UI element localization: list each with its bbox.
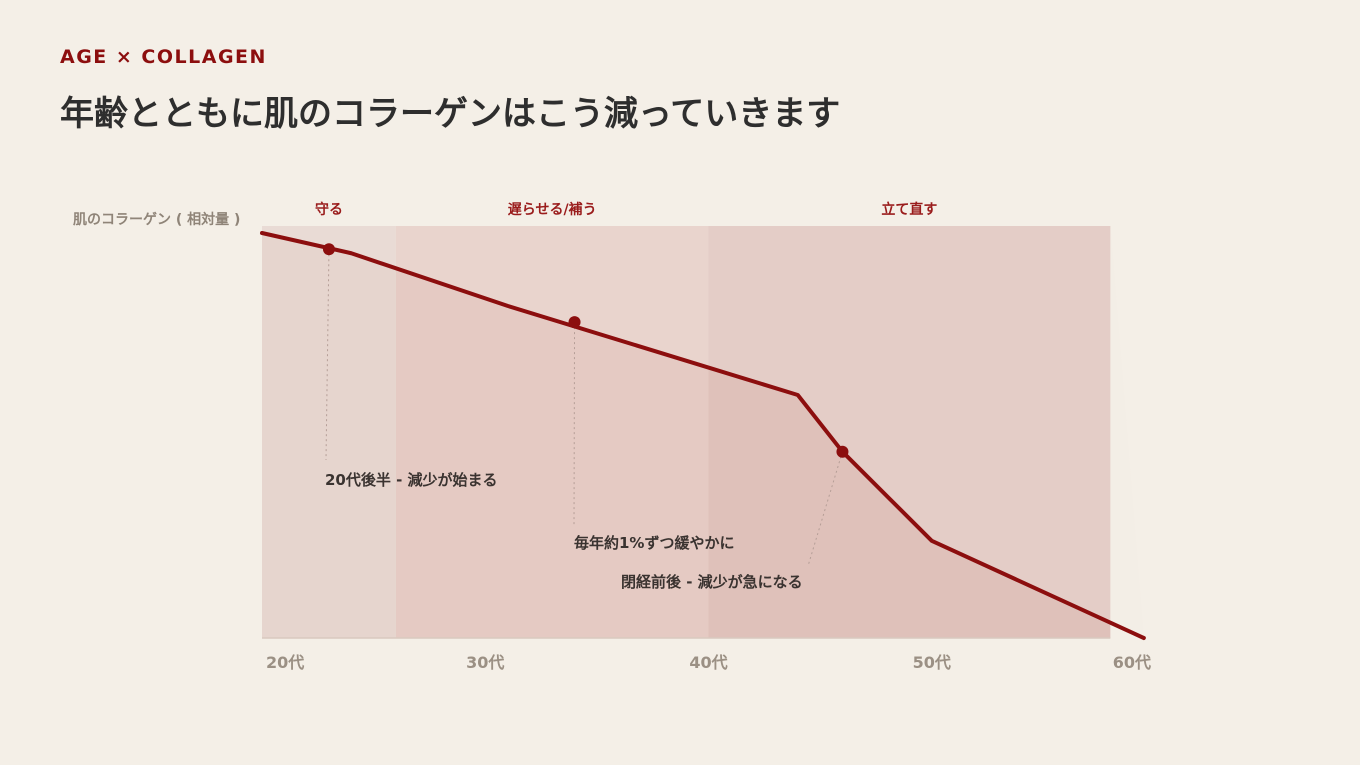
x-tick-label-5: 60代 bbox=[1113, 653, 1151, 672]
band-label-3: 立て直す bbox=[881, 201, 937, 218]
point-layer bbox=[322, 243, 849, 458]
annotation-label-1: 20代後半 - 減少が始まる bbox=[325, 471, 498, 489]
annotation-label-2: 毎年約1%ずつ緩やかに bbox=[574, 534, 734, 552]
upper-area-tint bbox=[262, 226, 1144, 638]
text-layer: 守る 遅らせる/補う 立て直す 20代後半 - 減少が始まる毎年約1%ずつ緩やかに閉経… bbox=[73, 201, 1151, 672]
x-tick-label-2: 30代 bbox=[466, 653, 504, 672]
series-layer bbox=[260, 231, 1146, 640]
collagen-series-line bbox=[260, 231, 1146, 640]
annotation-point-3 bbox=[836, 445, 849, 458]
x-tick-label-4: 50代 bbox=[913, 653, 951, 672]
annotation-leader-1 bbox=[325, 249, 330, 461]
leader-line-layer bbox=[325, 249, 843, 567]
band-label-2: 遅らせる/補う bbox=[508, 201, 597, 218]
page-title: 年齢とともに肌のコラーゲンはこう減っていきます bbox=[60, 94, 841, 134]
band-label-1: 守る bbox=[315, 201, 343, 218]
band-2 bbox=[395, 226, 709, 638]
band-3 bbox=[708, 226, 1111, 638]
eyebrow-label: AGE × COLLAGEN bbox=[60, 46, 267, 68]
annotation-label-3: 閉経前後 - 減少が急になる bbox=[621, 573, 803, 591]
band-layer bbox=[262, 226, 1144, 639]
band-1 bbox=[262, 226, 396, 638]
annotation-point-1 bbox=[322, 243, 335, 256]
annotation-point-2 bbox=[568, 316, 581, 329]
x-tick-label-1: 20代 bbox=[266, 653, 304, 672]
annotation-leader-2 bbox=[573, 322, 576, 526]
y-axis-label: 肌のコラーゲン ( 相対量 ) bbox=[73, 211, 240, 228]
x-tick-label-3: 40代 bbox=[689, 653, 727, 672]
